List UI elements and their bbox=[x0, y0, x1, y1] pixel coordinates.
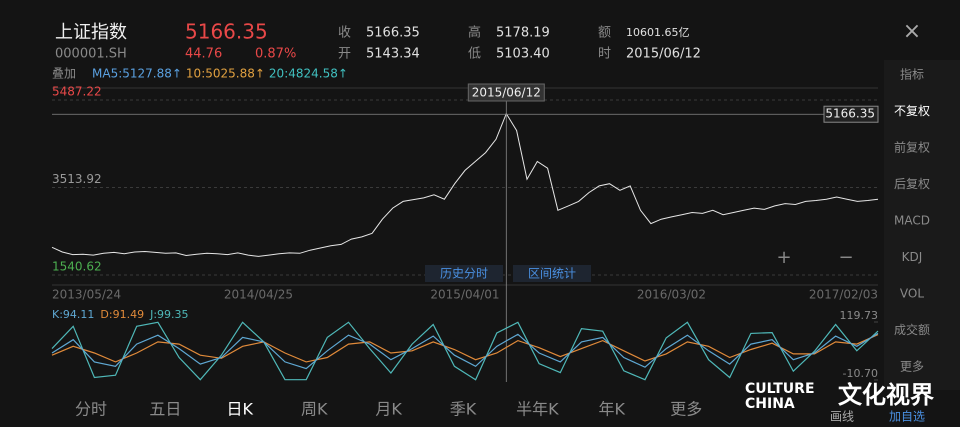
period-tab[interactable]: 半年K bbox=[516, 400, 559, 419]
legend-entry: J:99.35 bbox=[149, 308, 188, 321]
field-label: 时 bbox=[598, 47, 611, 62]
field-label: 开 bbox=[338, 47, 351, 62]
x-tick-label: 2016/03/02 bbox=[637, 288, 706, 302]
chart-button-bg[interactable] bbox=[513, 265, 591, 282]
period-tab[interactable]: 季K bbox=[450, 400, 477, 419]
footer-button[interactable]: 画线 bbox=[830, 410, 854, 424]
zoom-button[interactable]: + bbox=[776, 247, 791, 268]
field-label: 额 bbox=[598, 26, 611, 41]
field-value: 5166.35 bbox=[366, 26, 420, 41]
field-label: 收 bbox=[338, 26, 351, 41]
side-menu-item[interactable]: 指标 bbox=[900, 67, 924, 82]
stock-name: 上证指数 bbox=[55, 22, 127, 43]
period-tab[interactable]: 月K bbox=[375, 400, 402, 419]
field-value: 5178.19 bbox=[496, 26, 550, 41]
field-label: 低 bbox=[468, 47, 481, 62]
side-menu-item[interactable]: 后复权 bbox=[894, 177, 930, 191]
close-button[interactable]: × bbox=[903, 19, 921, 44]
legend-entry: D:91.49 bbox=[100, 308, 144, 321]
y-tick-label: -10.70 bbox=[843, 367, 878, 380]
side-menu-item[interactable]: VOL bbox=[900, 287, 924, 301]
x-tick-label: 2015/04/01 bbox=[430, 288, 499, 302]
crosshair-value-box bbox=[823, 105, 879, 123]
ma-value: 10:5025.88↑ bbox=[186, 67, 265, 81]
period-tab[interactable]: 更多 bbox=[670, 400, 702, 419]
kdj-line bbox=[51, 332, 879, 370]
period-tab[interactable]: 年K bbox=[599, 400, 626, 419]
field-label: 高 bbox=[468, 25, 481, 41]
y-tick-label: 119.73 bbox=[840, 309, 879, 322]
side-menu-item[interactable]: 成交额 bbox=[894, 322, 930, 337]
side-menu-item[interactable]: 不复权 bbox=[894, 104, 930, 118]
field-value: 5103.40 bbox=[496, 47, 550, 62]
crosshair-date-box bbox=[467, 83, 545, 102]
kdj-line bbox=[51, 321, 879, 381]
side-menu-item[interactable]: 更多 bbox=[900, 360, 924, 374]
side-panel bbox=[884, 60, 960, 390]
period-tab[interactable]: 五日 bbox=[149, 400, 181, 419]
watermark-zh: 文化视界 bbox=[838, 381, 934, 409]
chart-button[interactable]: 区间统计 bbox=[528, 267, 576, 281]
footer-button[interactable]: 加自选 bbox=[889, 410, 925, 424]
stock-code: 000001.SH bbox=[55, 47, 127, 62]
side-menu-item[interactable]: KDJ bbox=[902, 250, 923, 264]
x-tick-label: 2014/04/25 bbox=[224, 288, 293, 302]
y-tick-label: 3513.92 bbox=[52, 172, 102, 186]
crosshair-value: 5166.35 bbox=[825, 107, 875, 121]
watermark-en: CULTURE bbox=[745, 381, 815, 397]
side-menu-item[interactable]: 前复权 bbox=[894, 140, 930, 155]
watermark-en: CHINA bbox=[745, 396, 795, 412]
price-line bbox=[51, 112, 879, 257]
price-change: 44.76 bbox=[185, 47, 222, 62]
ma-value: 20:4824.58↑ bbox=[269, 67, 348, 81]
legend-entry: K:94.11 bbox=[52, 308, 94, 321]
chart-button-bg[interactable] bbox=[425, 265, 503, 282]
stock-price: 5166.35 bbox=[185, 20, 268, 44]
field-value: 2015/06/12 bbox=[626, 47, 701, 62]
zoom-button[interactable]: − bbox=[838, 247, 853, 268]
period-tab[interactable]: 周K bbox=[301, 400, 328, 419]
chart-button[interactable]: 历史分时 bbox=[440, 267, 488, 281]
field-value: 10601.65亿 bbox=[626, 26, 690, 39]
field-value: 5143.34 bbox=[366, 47, 420, 62]
side-menu-item[interactable]: MACD bbox=[894, 214, 930, 228]
y-tick-label: 5487.22 bbox=[52, 85, 102, 99]
period-tab[interactable]: 日K bbox=[227, 400, 254, 419]
x-tick-label: 2017/02/03 bbox=[809, 288, 878, 302]
period-tab[interactable]: 分时 bbox=[75, 400, 107, 419]
overlay-label[interactable]: 叠加 bbox=[52, 67, 76, 81]
ma-value: MA5:5127.88↑ bbox=[92, 67, 182, 81]
crosshair-date: 2015/06/12 bbox=[472, 86, 541, 100]
x-tick-label: 2013/05/24 bbox=[52, 288, 121, 302]
price-change-pct: 0.87% bbox=[255, 47, 296, 62]
y-tick-label: 1540.62 bbox=[52, 260, 102, 274]
